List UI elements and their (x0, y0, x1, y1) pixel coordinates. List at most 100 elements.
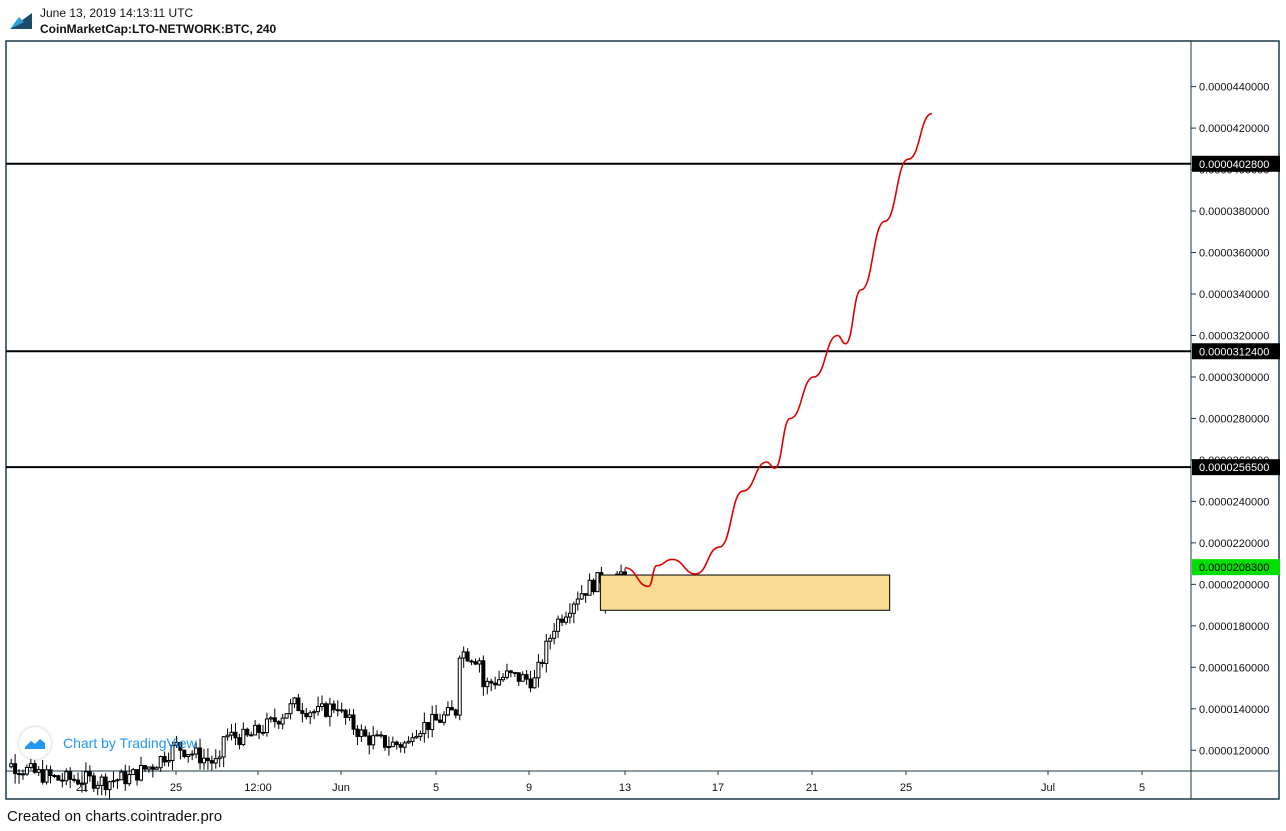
y-tick-label: 0.0000180000 (1199, 621, 1269, 633)
candle-body (316, 706, 321, 713)
candle-body (221, 736, 226, 758)
candle-body (146, 766, 151, 770)
candle-body (465, 651, 470, 662)
candle-body (422, 722, 427, 735)
candle-body (87, 771, 92, 777)
candle-body (571, 603, 576, 614)
candle-body (24, 766, 29, 775)
chart-header: June 13, 2019 14:13:11 UTC CoinMarketCap… (0, 0, 1286, 40)
x-tick-label: 12:00 (244, 782, 272, 794)
candle-body (575, 598, 580, 605)
candle-body (379, 734, 384, 737)
price-label-box (1192, 459, 1280, 476)
candle-body (556, 618, 561, 632)
price-axis[interactable]: 0.0000120000 0.0000140000 0.0000160000 0.00… (1191, 82, 1280, 758)
candle-body (9, 763, 14, 768)
candle-body (485, 680, 490, 688)
candle-body (48, 769, 53, 777)
candle-body (516, 672, 521, 682)
candle-body (284, 713, 289, 719)
projection-path (624, 112, 933, 588)
candle-body (493, 682, 498, 686)
y-tick-label: 0.0000200000 (1199, 579, 1269, 591)
candle-body (560, 618, 565, 623)
y-tick-label: 0.0000320000 (1199, 330, 1269, 342)
candle-body (209, 760, 214, 764)
candle-body (363, 729, 368, 737)
candle-body (473, 661, 478, 665)
candle-body (512, 672, 517, 675)
x-tick-label: 5 (1139, 782, 1145, 794)
y-tick-label: 0.0000420000 (1199, 123, 1269, 135)
candle-body (351, 714, 356, 730)
candle-body (83, 771, 88, 784)
candle-body (107, 781, 112, 791)
candle-body (56, 775, 61, 781)
candle-body (524, 674, 529, 680)
tradingview-watermark[interactable]: Chart by TradingView (19, 726, 197, 760)
candle-body (249, 734, 254, 737)
price-label-text: 0.0000312400 (1199, 346, 1269, 358)
candle-body (170, 744, 175, 761)
x-tick-label: 5 (433, 782, 439, 794)
zone-rectangle (599, 574, 891, 611)
candle-body (320, 703, 325, 708)
projection-line (624, 112, 933, 588)
tradingview-logo-icon (19, 727, 51, 759)
candle-body (402, 742, 407, 748)
candle-body (540, 661, 545, 665)
candle-body (579, 593, 584, 600)
candle-body (190, 753, 195, 756)
candle-body (308, 712, 313, 718)
candle-body (501, 676, 506, 681)
cointrader-logo-icon (10, 13, 32, 29)
candle-body (268, 717, 273, 720)
candle-body (469, 660, 474, 663)
price-label-box (1192, 559, 1280, 576)
candle-body (300, 710, 305, 715)
price-label-box (1192, 155, 1280, 172)
candle-body (442, 714, 446, 723)
candle-body (64, 771, 69, 782)
candle-body (123, 771, 128, 785)
candle-body (237, 737, 242, 746)
candle-body (20, 773, 25, 776)
candle-body (445, 707, 450, 716)
candle-body (528, 678, 533, 689)
candle-body (139, 765, 144, 781)
y-tick-label: 0.0000240000 (1199, 496, 1269, 508)
candle-body (335, 709, 340, 712)
candle-body (481, 660, 486, 688)
candle-body (520, 674, 525, 682)
candle-body (253, 724, 258, 736)
x-tick-label: 9 (526, 782, 532, 794)
candle-body (272, 717, 277, 723)
candle-body (449, 707, 454, 711)
y-tick-label: 0.0000160000 (1199, 662, 1269, 674)
candle-body (264, 718, 269, 734)
candle-body (375, 734, 380, 737)
chart-timestamp: June 13, 2019 14:13:11 UTC (40, 6, 194, 20)
candle-body (347, 714, 352, 718)
candle-body (406, 740, 411, 744)
candle-body (131, 769, 136, 776)
candle-body (99, 776, 104, 786)
candle-body (80, 782, 84, 785)
candle-body (13, 763, 18, 775)
candle-body (457, 657, 462, 716)
candle-body (386, 746, 391, 749)
time-axis[interactable]: 21 25 12:00 Jun 5 9 13 17 21 25 Jul 5 (76, 771, 1145, 794)
candle-body (382, 735, 387, 748)
candle-body (343, 709, 348, 718)
candle-body (261, 731, 265, 734)
candle-body (40, 769, 45, 783)
candle-body (245, 728, 250, 736)
candle-body (595, 572, 600, 593)
y-tick-label: 0.0000120000 (1199, 745, 1269, 757)
support-zone (599, 574, 891, 611)
x-tick-label: Jun (332, 782, 350, 794)
candle-body (257, 724, 262, 733)
candle-body (154, 767, 159, 770)
candle-body (229, 731, 234, 736)
